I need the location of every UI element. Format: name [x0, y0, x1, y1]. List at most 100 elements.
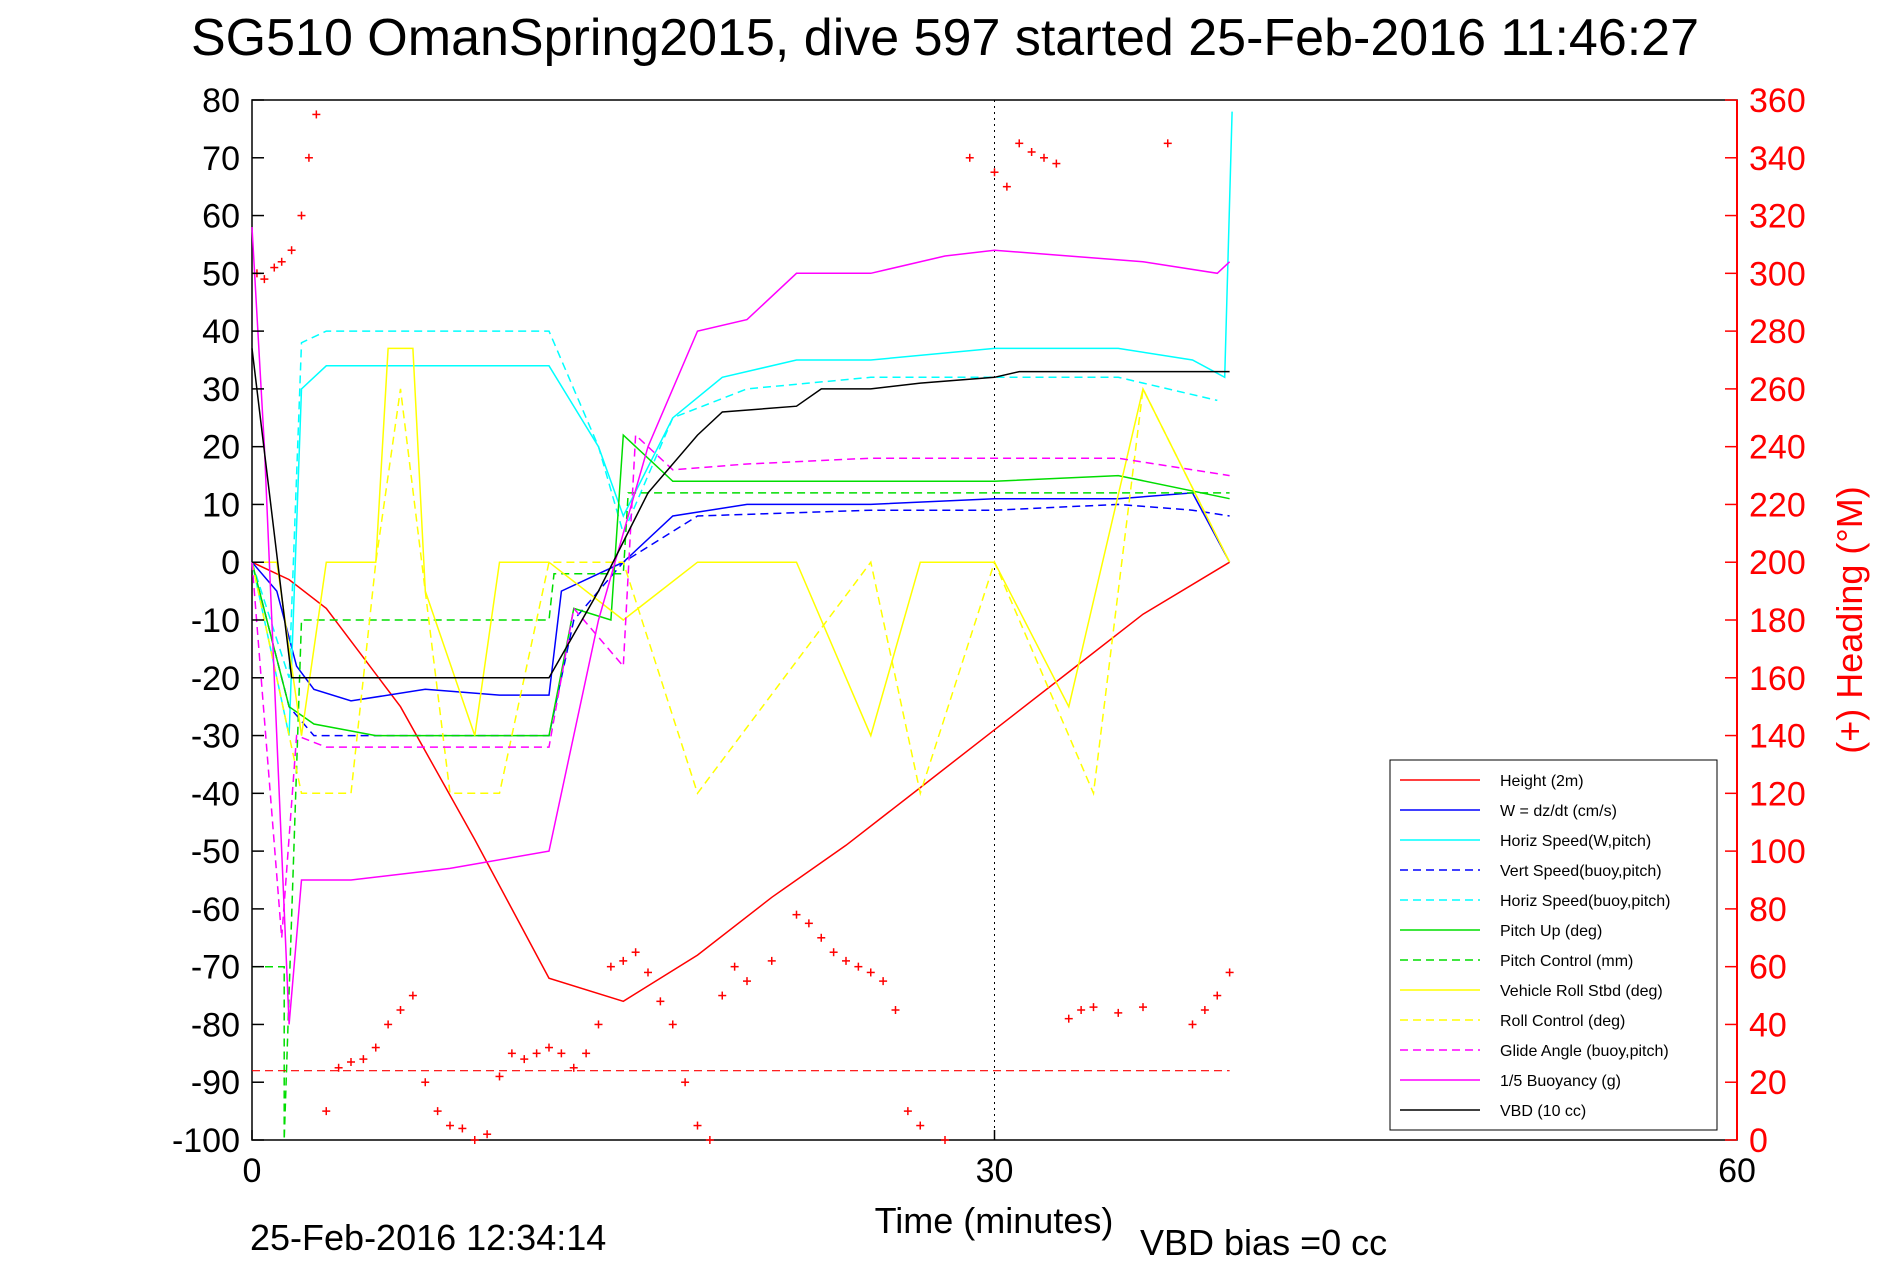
y2-tick-label: 80 [1749, 891, 1787, 929]
heading-marker [470, 1136, 479, 1144]
heading-marker [421, 1078, 430, 1087]
heading-marker [408, 991, 417, 1000]
heading-marker [606, 962, 615, 971]
heading-marker [767, 956, 776, 965]
legend-label: W = dz/dt (cm/s) [1500, 803, 1617, 820]
heading-marker [631, 948, 640, 957]
heading-marker [792, 910, 801, 919]
heading-marker [347, 1058, 355, 1066]
y-tick-label: 20 [202, 429, 240, 467]
heading-marker [557, 1049, 566, 1058]
x-tick-label: 60 [1718, 1152, 1756, 1190]
y2-tick-label: 240 [1749, 429, 1806, 467]
y-tick-label: 30 [202, 371, 240, 409]
y2-tick-label: 260 [1749, 371, 1806, 409]
heading-marker [396, 1006, 405, 1014]
heading-marker [1052, 159, 1061, 168]
heading-marker [644, 968, 652, 977]
y-tick-label: 40 [202, 313, 240, 351]
heading-marker [458, 1124, 467, 1133]
series-line-0 [251, 561, 1230, 1003]
y2-tick-label: 220 [1749, 486, 1806, 524]
heading-marker [1225, 968, 1234, 977]
heading-marker [965, 153, 974, 162]
heading-marker [854, 962, 863, 971]
heading-marker [507, 1049, 516, 1058]
heading-marker [1114, 1008, 1123, 1017]
heading-marker [446, 1121, 454, 1130]
heading-marker [532, 1049, 541, 1058]
heading-marker [656, 997, 665, 1006]
heading-marker [718, 991, 727, 1000]
heading-marker [520, 1055, 529, 1064]
series-line-2 [251, 111, 1233, 736]
heading-marker [582, 1049, 591, 1058]
y-tick-label: -40 [191, 775, 240, 813]
heading-marker [495, 1072, 504, 1081]
heading-marker [804, 919, 813, 928]
y-tick-label: -90 [191, 1064, 240, 1102]
heading-marker [483, 1130, 492, 1139]
heading-marker [879, 977, 888, 986]
legend-label: Vert Speed(buoy,pitch) [1500, 863, 1662, 880]
heading-marker [681, 1078, 690, 1087]
y2-tick-label: 40 [1749, 1006, 1787, 1044]
heading-marker [743, 977, 751, 986]
y2-tick-label: 0 [1749, 1122, 1768, 1160]
heading-marker [322, 1107, 331, 1116]
heading-markers [252, 110, 1234, 1144]
y-tick-label: 70 [202, 140, 240, 178]
heading-marker [359, 1055, 368, 1064]
heading-marker [1077, 1006, 1086, 1014]
legend: Height (2m) W = dz/dt (cm/s) Horiz Speed(W… [1389, 759, 1718, 1131]
footer-vbd-bias: VBD bias =0 cc [1140, 1222, 1387, 1262]
y2-tick-label: 320 [1749, 198, 1806, 236]
y-tick-label: -80 [191, 1006, 240, 1044]
heading-marker [903, 1107, 912, 1116]
y-tick-label: -20 [191, 660, 240, 698]
y2-tick-label: 160 [1749, 660, 1806, 698]
heading-marker [1027, 148, 1036, 156]
chart-title: SG510 OmanSpring2015, dive 597 started 2… [191, 9, 1699, 67]
legend-box [1389, 759, 1718, 1131]
legend-label: Horiz Speed(buoy,pitch) [1500, 893, 1670, 910]
heading-marker [829, 948, 838, 957]
heading-marker [693, 1121, 702, 1130]
y-tick-label: -70 [191, 949, 240, 987]
heading-marker [569, 1063, 578, 1072]
heading-marker [270, 263, 279, 272]
legend-label: Horiz Speed(W,pitch) [1500, 833, 1651, 850]
series-line-10 [251, 227, 1231, 1025]
y-tick-label: 0 [221, 544, 240, 582]
heading-marker [891, 1006, 900, 1014]
series-line-7 [252, 347, 1231, 738]
series-line-8 [251, 386, 1231, 797]
series-group [251, 111, 1233, 1141]
legend-label: Pitch Up (deg) [1500, 923, 1602, 940]
y-tick-label: 50 [202, 255, 240, 293]
series-line-1 [251, 492, 1231, 702]
heading-marker [1040, 153, 1048, 162]
legend-label: 1/5 Buoyancy (g) [1500, 1073, 1621, 1090]
legend-label: Vehicle Roll Stbd (deg) [1500, 983, 1663, 1000]
legend-label: Glide Angle (buoy,pitch) [1500, 1043, 1669, 1060]
y-tick-label: -30 [191, 718, 240, 756]
series-line-6 [252, 492, 1230, 1141]
legend-label: Roll Control (deg) [1500, 1013, 1625, 1030]
y-tick-label: -60 [191, 891, 240, 929]
heading-marker [1163, 139, 1172, 148]
series-line-4 [251, 330, 1218, 679]
y2-tick-label: 340 [1749, 140, 1806, 178]
series-line-11 [251, 348, 1230, 679]
legend-label: Pitch Control (mm) [1500, 953, 1633, 970]
y2-tick-label: 120 [1749, 775, 1806, 813]
series-line-5 [251, 433, 1230, 737]
y2-tick-label: 280 [1749, 313, 1806, 351]
x-tick-label: 30 [976, 1152, 1014, 1190]
heading-marker [1188, 1020, 1197, 1029]
y-tick-label: -100 [172, 1122, 240, 1160]
heading-marker [304, 153, 313, 162]
heading-marker [990, 168, 999, 177]
heading-marker [287, 246, 296, 255]
